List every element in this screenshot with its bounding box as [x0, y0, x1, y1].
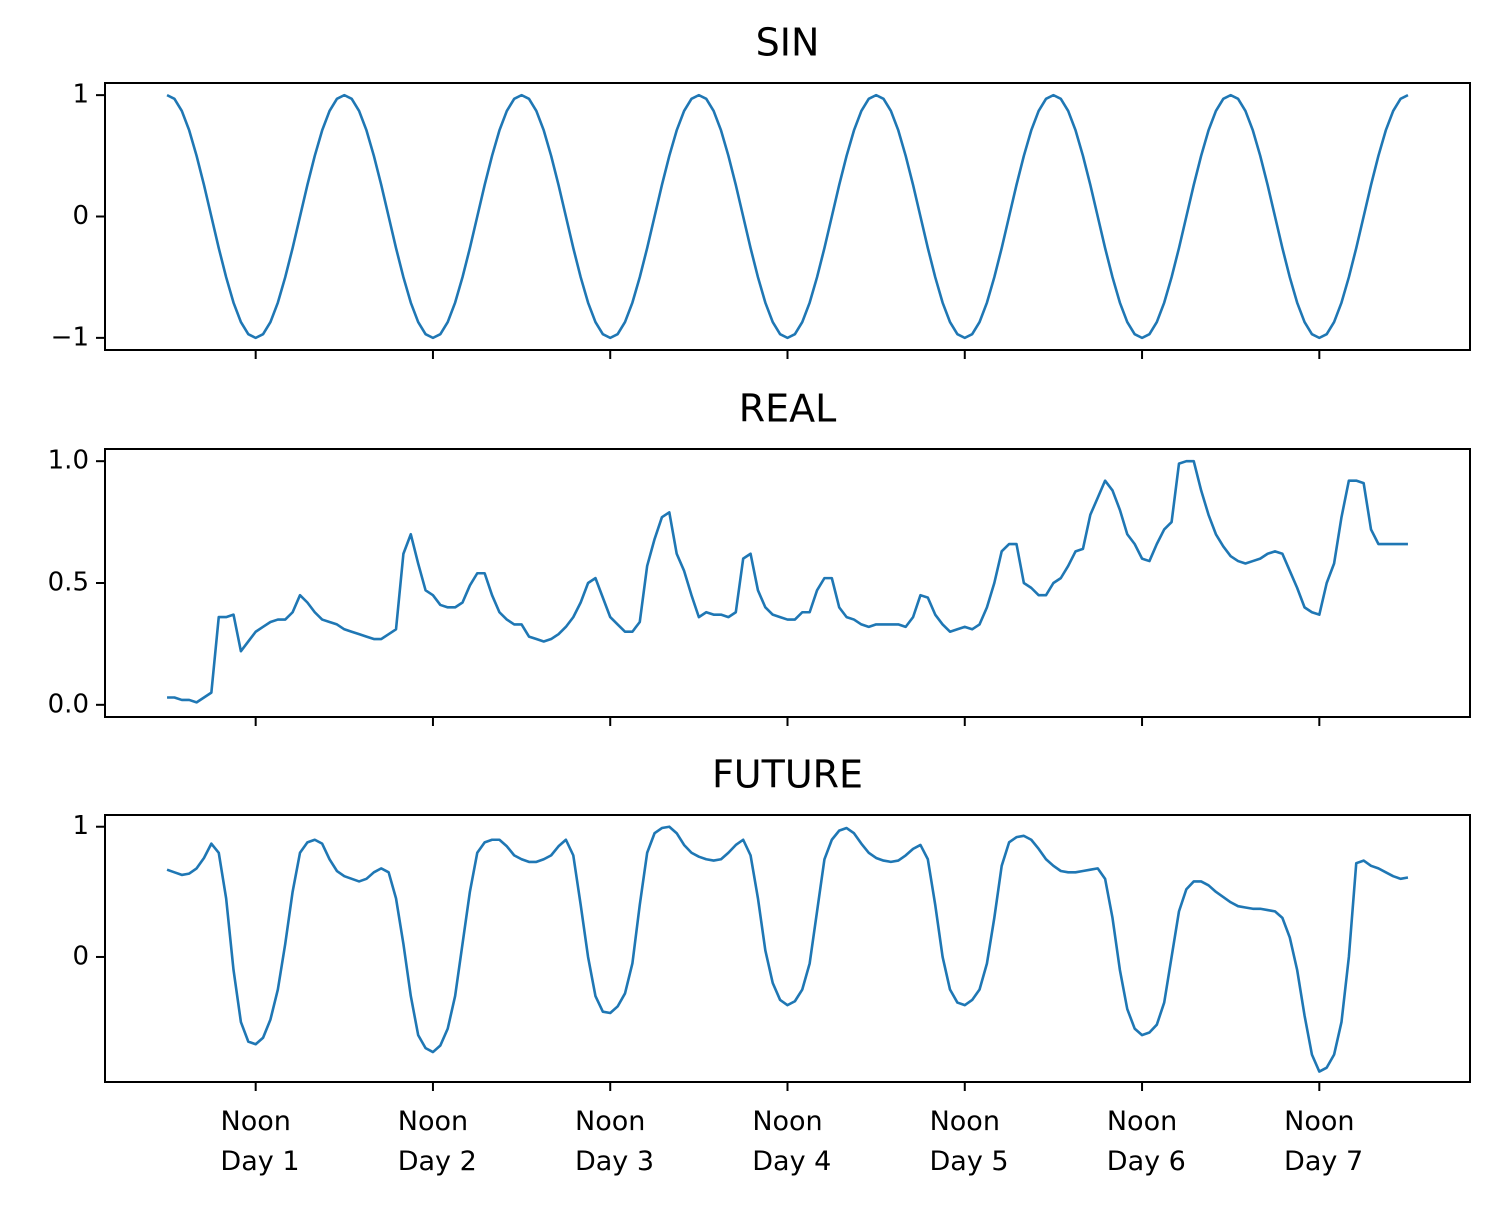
x-tick-label: Noon Day 6 — [1106, 1106, 1186, 1177]
x-tick-label: Noon Day 1 — [220, 1106, 300, 1177]
y-tick-label: 0.5 — [48, 568, 89, 598]
y-tick-label: 1 — [72, 80, 89, 110]
chart-title: FUTURE — [712, 753, 863, 797]
y-tick-label: 0 — [72, 201, 89, 231]
y-tick-label: −1 — [51, 322, 89, 352]
data-line — [166, 825, 1409, 1073]
x-tick-label: Noon Day 7 — [1284, 1106, 1364, 1177]
y-tick-label: 0 — [72, 941, 89, 971]
x-tick-label: Noon Day 5 — [929, 1106, 1009, 1177]
y-tick-label: 1 — [72, 811, 89, 841]
data-line — [166, 93, 1409, 340]
axes-frame — [104, 82, 1471, 351]
data-line — [167, 459, 1408, 704]
chart-title: REAL — [739, 387, 837, 431]
y-tick-label: 1.0 — [48, 446, 89, 476]
x-tick-label: Noon Day 4 — [752, 1106, 832, 1177]
axes-frame — [104, 448, 1471, 718]
axes-frame — [104, 814, 1471, 1083]
x-tick-label: Noon Day 2 — [397, 1106, 477, 1177]
y-tick-label: 0.0 — [48, 689, 89, 719]
x-tick-label: Noon Day 3 — [574, 1106, 655, 1177]
chart-title: SIN — [756, 21, 820, 65]
